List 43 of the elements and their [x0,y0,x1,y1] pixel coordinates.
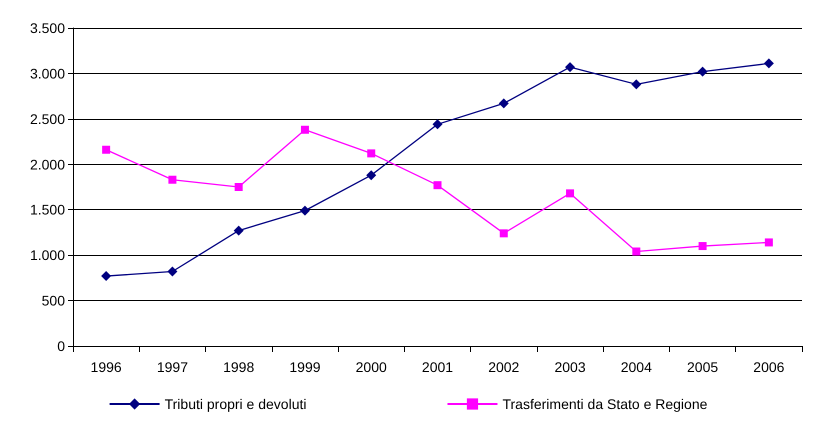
point [565,62,576,72]
x-tick-label: 2004 [620,359,652,375]
y-tick-label: 3.000 [30,65,66,82]
x-tick-label: 2003 [554,359,586,375]
x-tick-label: 1996 [90,359,122,375]
point [764,58,774,68]
point [632,248,640,256]
x-tick-label: 1999 [289,359,321,375]
point [234,183,243,191]
point [434,181,442,190]
point [764,238,773,246]
legend-label: Tributi propri e devoluti [164,396,306,412]
point [631,79,642,90]
point [500,229,508,238]
y-tick-label: 1.500 [30,202,66,218]
x-tick-label: 2002 [488,359,520,375]
point [300,206,310,216]
point [167,266,178,276]
point [366,170,376,180]
point [234,226,244,236]
y-tick-label: 2.000 [30,156,66,172]
point [101,271,112,282]
x-tick-label: 2005 [687,359,718,375]
y-tick-label: 0 [57,338,66,354]
y-tick-label: 3.500 [30,20,66,36]
x-tick-label: 1998 [223,359,254,375]
point [698,66,708,77]
point [300,126,309,134]
x-tick-label: 2001 [422,359,454,375]
x-tick-label: 2000 [356,359,388,375]
point [367,149,376,158]
point [498,98,509,108]
y-tick-label: 1.000 [30,247,66,264]
point [168,176,176,184]
point [698,242,707,250]
x-tick-label: 2006 [753,359,785,375]
y-tick-label: 2.500 [30,110,66,127]
legend-label: Trasferimenti da Stato e Regione [502,396,708,412]
point [432,119,442,130]
y-tick-label: 500 [42,292,66,309]
x-tick-label: 1997 [156,359,188,375]
point [102,146,110,154]
point [566,189,574,198]
